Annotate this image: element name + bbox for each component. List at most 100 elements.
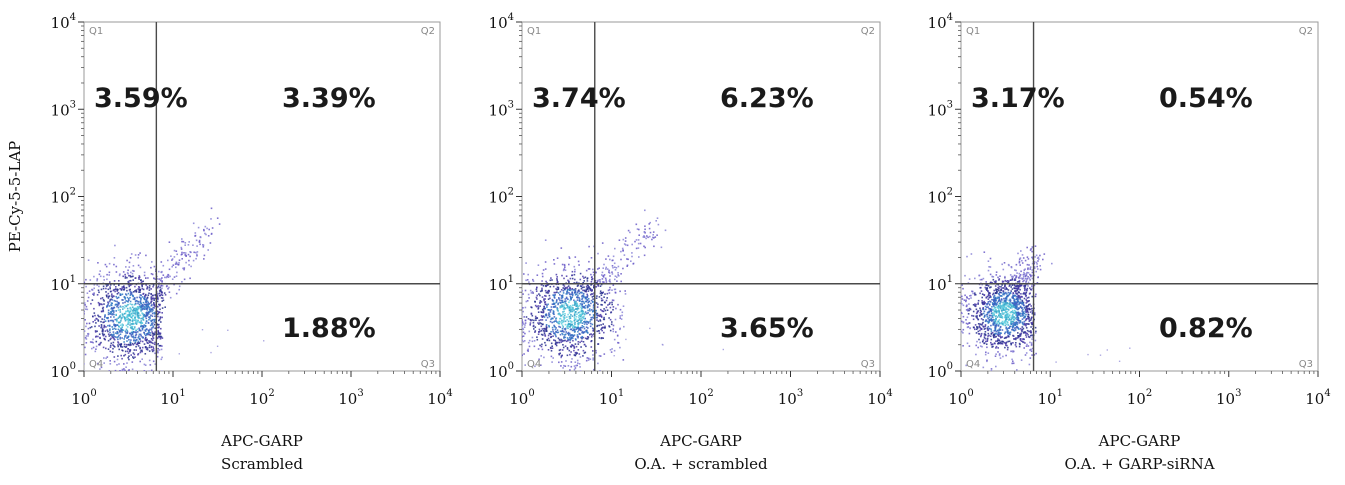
event-dot	[122, 329, 125, 331]
event-dot	[1019, 320, 1022, 322]
event-dot	[554, 342, 557, 345]
event-dot	[991, 346, 993, 348]
event-dot	[1001, 284, 1003, 286]
event-dot	[143, 332, 145, 334]
event-dot	[561, 305, 564, 307]
event-dot	[162, 274, 165, 276]
event-dot	[107, 319, 110, 322]
event-dot	[539, 344, 541, 347]
event-dot	[1003, 300, 1006, 303]
event-dot	[126, 259, 128, 262]
event-dot	[998, 296, 1000, 299]
event-dot	[129, 303, 132, 305]
event-dot	[609, 286, 611, 289]
event-dot	[581, 337, 583, 340]
event-dot	[123, 307, 126, 309]
quadrant-percent-q1: 3.17%	[971, 83, 1065, 114]
event-dot	[649, 221, 651, 224]
x-tick-label: 100	[509, 388, 534, 408]
event-dot	[142, 316, 144, 319]
event-dot	[131, 272, 134, 275]
event-dot	[534, 304, 537, 307]
event-dot	[1020, 329, 1023, 332]
event-dot	[549, 297, 551, 300]
event-dot	[582, 310, 584, 313]
event-dot	[1023, 338, 1025, 341]
event-dot	[595, 309, 597, 312]
event-dot	[977, 333, 980, 335]
event-dot	[969, 307, 971, 310]
event-dot	[547, 314, 550, 316]
event-dot	[147, 321, 150, 324]
event-dot	[581, 284, 584, 286]
event-dot	[559, 301, 561, 304]
event-dot	[603, 331, 605, 334]
event-dot	[604, 309, 607, 312]
event-dot	[562, 269, 565, 272]
event-dot	[587, 268, 590, 270]
event-dot	[136, 316, 139, 319]
event-dot	[580, 314, 582, 317]
event-dot	[547, 303, 549, 306]
event-dot	[1015, 287, 1017, 290]
event-dot	[536, 338, 539, 341]
x-tick-label: 102	[688, 388, 713, 408]
event-dot	[972, 310, 975, 313]
event-dot	[1028, 336, 1030, 338]
event-dot	[600, 324, 602, 326]
event-dot	[590, 316, 592, 319]
event-dot	[581, 307, 583, 310]
event-dot	[146, 347, 149, 349]
event-dot	[1005, 296, 1008, 299]
event-dot	[538, 323, 540, 325]
event-dot	[611, 301, 613, 304]
event-dot	[537, 322, 539, 324]
event-dot	[596, 306, 599, 308]
event-dot	[574, 290, 577, 293]
event-dot	[974, 305, 977, 308]
event-dot	[562, 320, 565, 322]
event-dot	[118, 325, 120, 328]
event-dot	[175, 275, 178, 277]
event-dot	[550, 342, 553, 345]
event-dot	[113, 323, 115, 326]
event-dot	[1006, 344, 1008, 347]
event-dot	[1008, 280, 1010, 282]
event-dot	[565, 302, 567, 305]
event-dot	[1034, 245, 1037, 247]
event-dot	[84, 305, 85, 308]
event-dot	[993, 310, 996, 312]
event-dot	[988, 266, 990, 268]
event-dot	[557, 292, 560, 294]
event-dot	[995, 353, 997, 355]
event-dot	[130, 323, 133, 325]
event-dot	[112, 347, 114, 350]
event-dot	[122, 299, 124, 301]
event-dot	[108, 324, 111, 327]
event-dot	[116, 319, 118, 322]
event-dot	[1004, 331, 1007, 333]
event-dot	[1025, 279, 1028, 281]
event-dot	[992, 318, 994, 321]
event-dot	[110, 298, 112, 301]
event-dot	[146, 313, 148, 315]
event-dot	[91, 341, 93, 343]
event-dot	[995, 312, 998, 314]
event-dot	[130, 308, 133, 311]
event-dot	[109, 290, 112, 293]
event-dot	[1021, 254, 1024, 256]
event-dot	[1009, 300, 1012, 303]
event-dot	[564, 320, 567, 323]
event-dot	[638, 256, 640, 258]
event-dot	[974, 277, 976, 280]
event-dot	[134, 342, 136, 345]
event-dot	[974, 292, 976, 294]
event-dot	[117, 296, 120, 299]
event-dot	[102, 346, 105, 349]
event-dot	[161, 307, 164, 309]
event-dot	[992, 278, 995, 281]
event-dot	[566, 286, 569, 288]
event-dot	[999, 307, 1002, 310]
event-dot	[557, 288, 560, 290]
